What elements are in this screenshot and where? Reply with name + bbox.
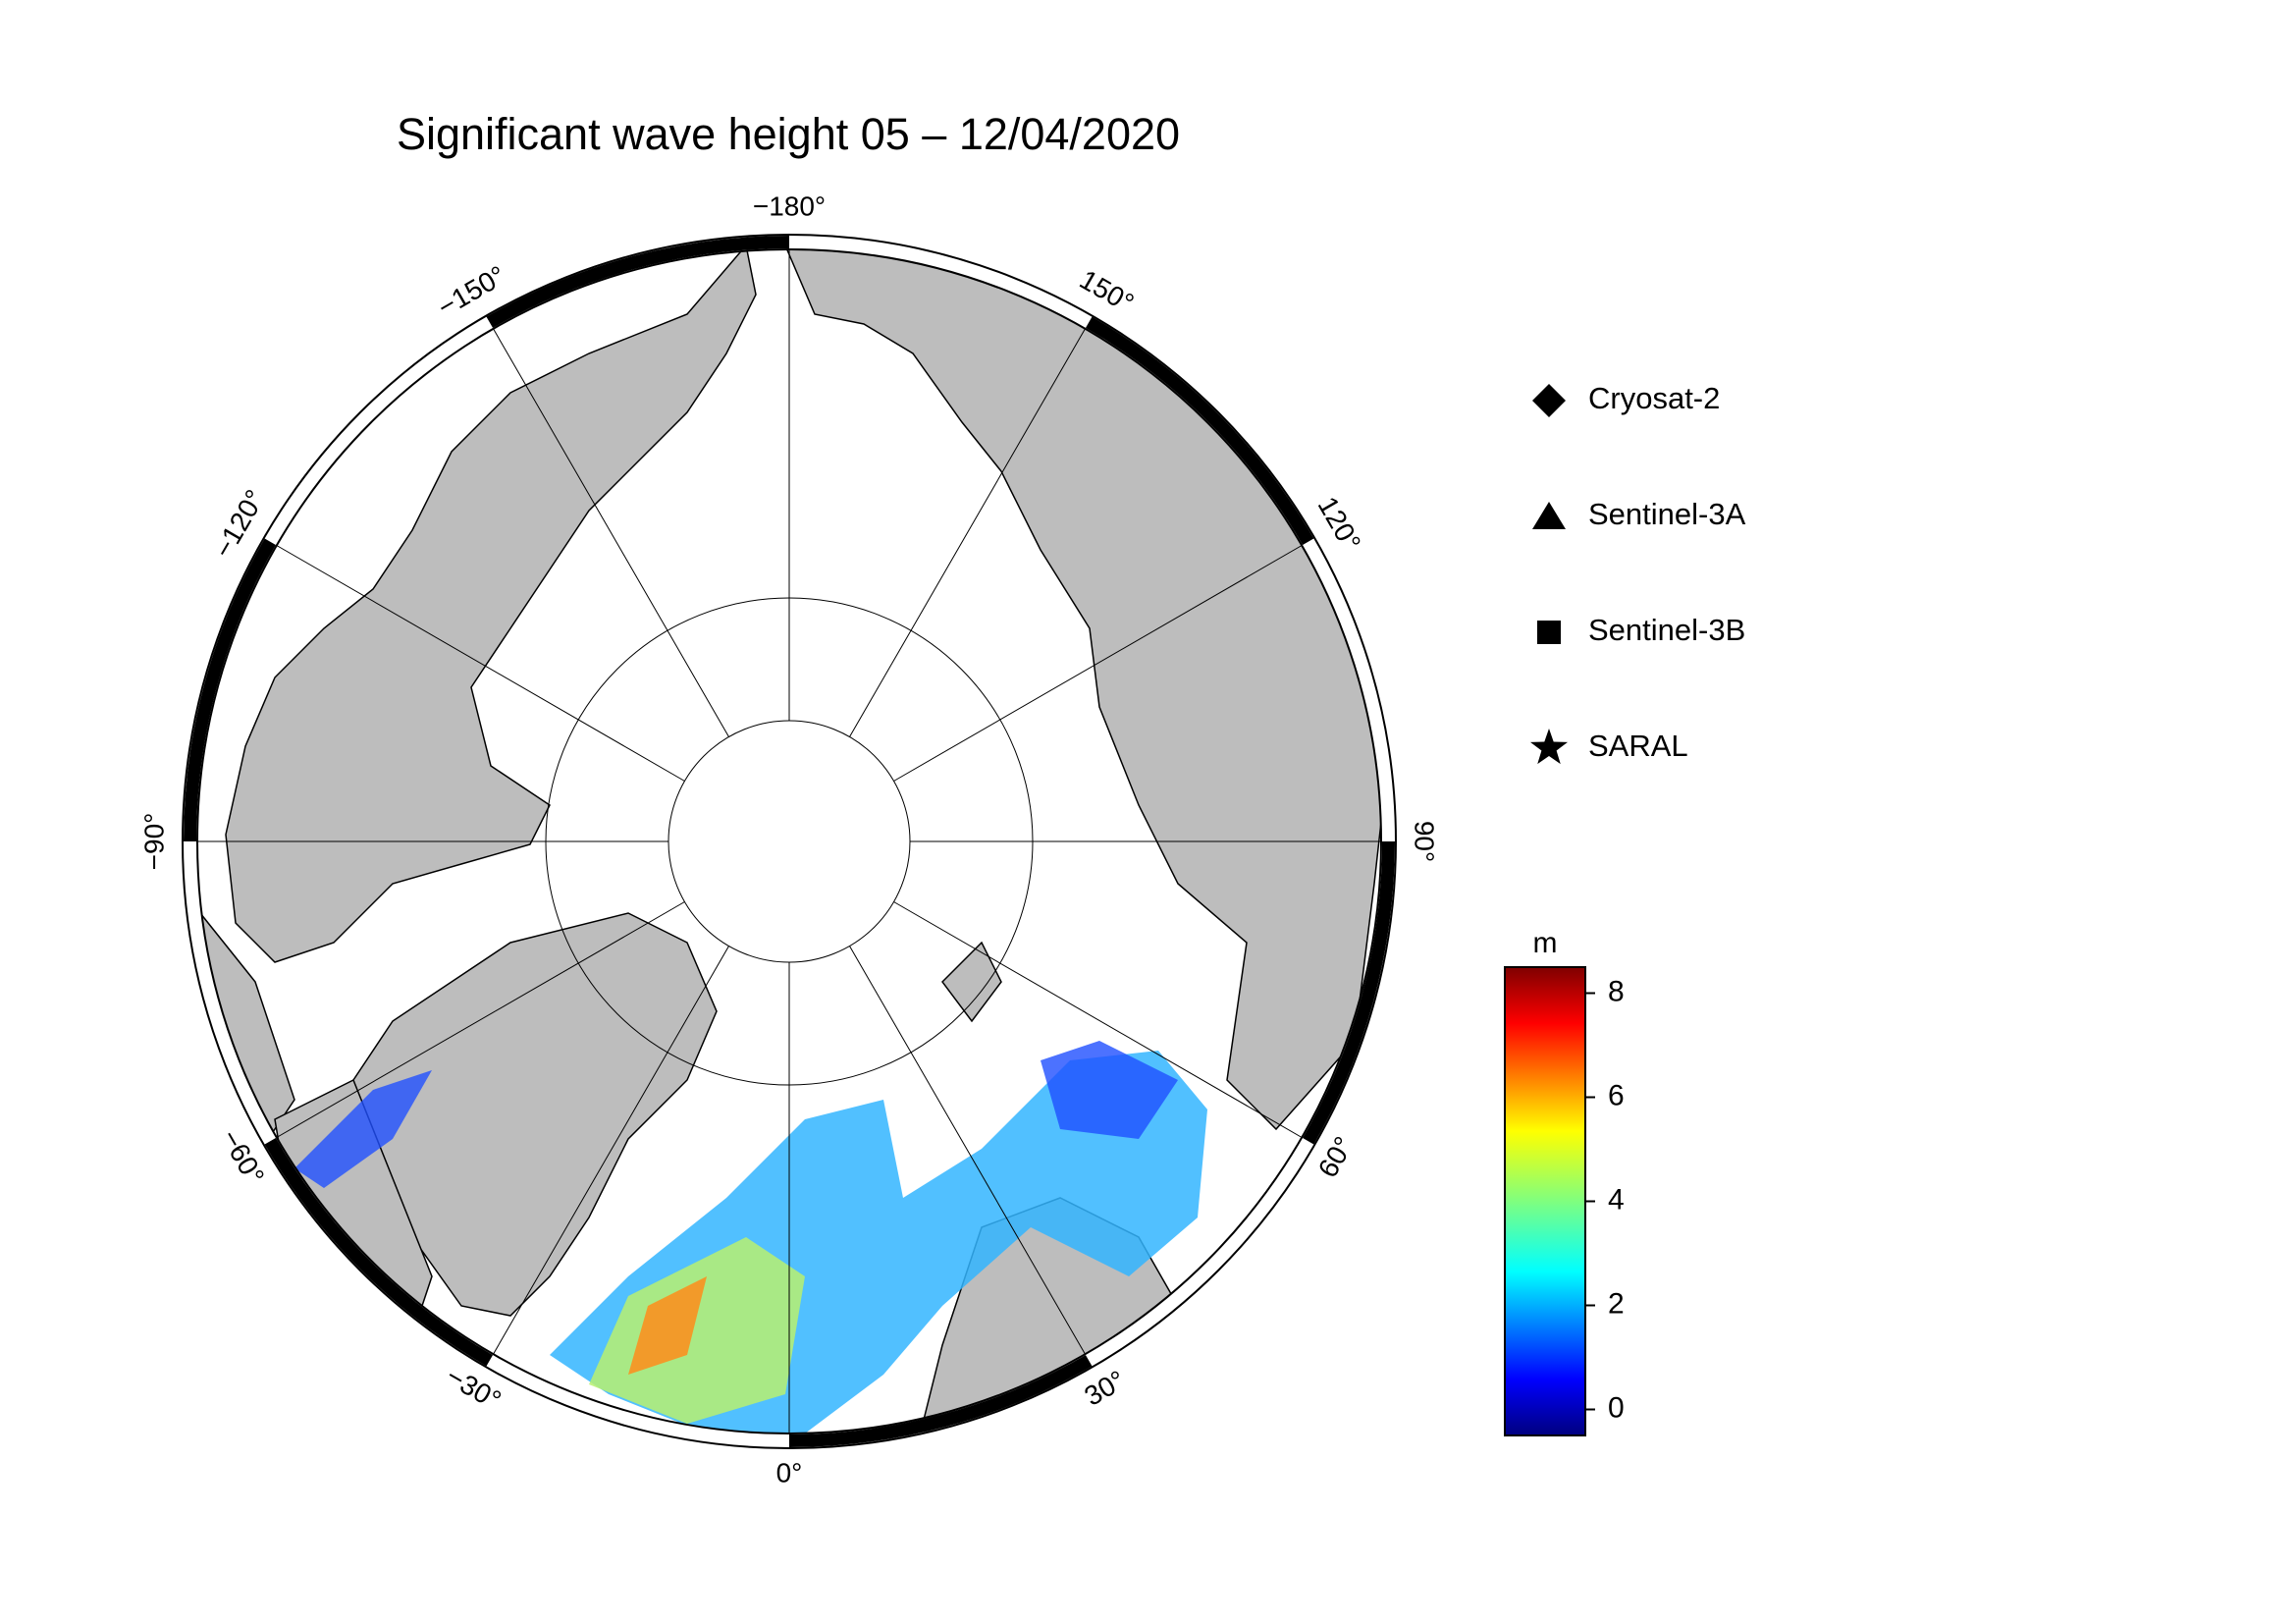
frame-segment xyxy=(788,1355,1093,1447)
legend-label: SARAL xyxy=(1588,729,1688,763)
meridian xyxy=(493,946,729,1355)
colorbar-tick-label: 4 xyxy=(1608,1183,1625,1216)
title: Significant wave height 05 – 12/04/2020 xyxy=(397,109,1180,159)
legend-marker xyxy=(1532,502,1566,529)
longitude-label: −180° xyxy=(753,190,826,221)
colorbar-label: m xyxy=(1533,927,1558,959)
map-body xyxy=(197,249,1381,1434)
colorbar-tick-label: 2 xyxy=(1608,1287,1625,1320)
longitude-label: 90° xyxy=(1410,821,1440,862)
meridian xyxy=(893,901,1303,1138)
swh-tracks xyxy=(1041,1041,1178,1139)
colorbar-tick-label: 0 xyxy=(1608,1391,1625,1424)
meridian xyxy=(849,946,1086,1355)
colorbar-tick-label: 6 xyxy=(1608,1079,1625,1111)
map-border xyxy=(196,248,1382,1434)
meridian xyxy=(276,901,685,1138)
legend-label: Sentinel-3B xyxy=(1588,613,1745,647)
colorbar xyxy=(1504,966,1586,1436)
land xyxy=(225,249,757,963)
meridian xyxy=(893,545,1303,782)
land xyxy=(941,941,1002,1023)
colorbar-tick-label: 8 xyxy=(1608,975,1625,1007)
frame-segment xyxy=(486,236,790,328)
legend-label: Sentinel-3A xyxy=(1588,497,1746,531)
legend-marker xyxy=(1532,384,1566,417)
longitude-label: −60° xyxy=(215,1124,270,1189)
legend-marker xyxy=(1529,729,1569,765)
meridian xyxy=(276,545,685,782)
map-frame xyxy=(182,234,1397,1449)
longitude-label: −90° xyxy=(138,813,169,871)
frame-segment xyxy=(184,538,276,842)
frame-segment xyxy=(1303,840,1395,1145)
frame-segment xyxy=(1085,316,1314,546)
swh-tracks xyxy=(628,1276,707,1375)
legend-marker xyxy=(1537,621,1561,644)
frame-segment xyxy=(264,1137,494,1367)
longitude-label: 0° xyxy=(776,1457,803,1488)
meridian xyxy=(493,328,729,737)
swh-tracks xyxy=(589,1237,805,1424)
longitude-label: 30° xyxy=(1079,1365,1130,1412)
swh-tracks xyxy=(294,1070,432,1188)
longitude-label: −30° xyxy=(441,1361,506,1416)
legend-label: Cryosat-2 xyxy=(1588,381,1720,415)
longitude-label: 60° xyxy=(1312,1131,1360,1182)
meridian xyxy=(849,328,1086,737)
land xyxy=(352,912,718,1317)
